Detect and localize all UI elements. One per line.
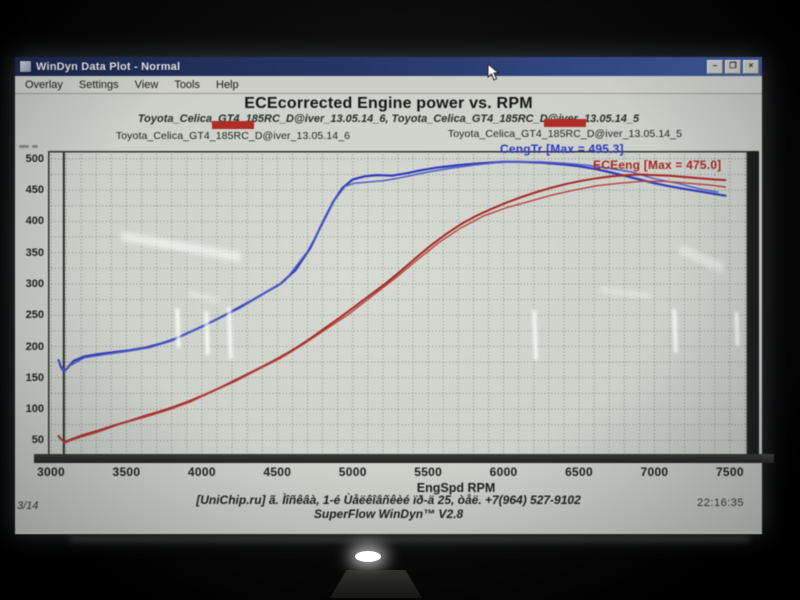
x-tick-label: 4000 [187,465,216,479]
app-icon [19,60,32,73]
bezel-sheen [70,537,750,542]
screen-smudge [19,135,45,148]
legend-entry-run6: Toyota_Celica_GT4_185RC_D@iver_13.05.14_… [103,121,363,142]
curve-torque-run5 [57,161,719,372]
clock-time: 22:16:35 [697,497,744,509]
y-tick-label: 100 [25,403,44,416]
y-tick-label: 350 [25,246,44,259]
x-tick-label: 5500 [414,465,443,479]
legend-swatch [544,119,586,127]
x-tick-label: 7500 [715,465,744,479]
y-tick-label: 50 [31,434,44,447]
close-button[interactable]: × [743,59,759,74]
plot-area[interactable]: 500 450 400 350 300 250 200 150 100 50 3000 3500 40… [26,142,774,496]
x-tick-label: 3000 [37,465,65,479]
torque-max-annotation: CengTr [Max = 495.3] [500,142,624,156]
curve-torque-run6 [57,160,727,373]
menu-settings[interactable]: Settings [78,78,119,91]
y-tick-label: 150 [25,371,44,384]
plot-window: ECEcorrected Engine power vs. RPM Toyota… [15,94,774,534]
x-axis-band [34,454,774,463]
menu-help[interactable]: Help [216,78,239,91]
y-tick-label: 300 [25,277,44,290]
x-tick-label: 5000 [338,465,367,479]
menu-bar: Overlay Settings View Tools Help [15,76,762,94]
x-tick-label: 3500 [112,465,141,479]
x-tick-label: 4500 [263,465,292,479]
legend-label: Toyota_Celica_GT4_185RC_D@iver_13.05.14_… [115,130,351,142]
chart-title: ECEcorrected Engine power vs. RPM [244,95,533,112]
x-tick-label: 6000 [489,465,518,479]
footer-address: [UniChip.ru] ã. Ìîñêâà, 1-é Ùåëêîâñêèé ï… [196,493,581,507]
footer-software-version: SuperFlow WinDyn™ V2.8 [313,507,464,521]
monitor-screen: WinDyn Data Plot - Normal – ❐ × Overlay … [15,57,774,534]
minimize-button[interactable]: – [707,59,723,74]
window-titlebar[interactable]: WinDyn Data Plot - Normal – ❐ × [15,57,762,76]
curve-power-run5 [57,180,727,444]
y-tick-label: 500 [25,152,44,165]
curve-power-run6 [57,173,727,444]
x-axis-label: EngSpd RPM [416,481,496,495]
legend-entry-run5: Toyota_Celica_GT4_185RC_D@iver_13.05.14_… [435,119,695,140]
y-tick-label: 450 [25,184,44,197]
y-tick-label: 250 [25,309,44,322]
x-tick-label: 7000 [640,465,669,479]
power-max-annotation: ECEeng [Max = 475.0] [593,158,722,172]
legend-swatch [212,121,254,129]
plot-right-edge-bar [748,151,759,456]
maximize-button[interactable]: ❐ [725,59,741,74]
legend-label: Toyota_Celica_GT4_185RC_D@iver_13.05.14_… [447,128,683,140]
menu-overlay[interactable]: Overlay [25,78,63,91]
menu-view[interactable]: View [134,78,159,91]
monitor-stand [330,570,422,598]
x-tick-label: 6500 [565,465,593,479]
window-title: WinDyn Data Plot - Normal [36,60,181,73]
dyno-chart[interactable] [48,151,760,457]
chart-subtitle: Toyota_Celica_GT4_185RC_D@iver_13.05.14_… [137,113,640,125]
window-controls: – ❐ × [707,59,759,74]
page-number: 3/14 [17,500,39,512]
y-tick-label: 200 [25,340,44,353]
power-led [355,551,381,562]
menu-tools[interactable]: Tools [174,78,200,91]
y-tick-label: 400 [25,215,44,228]
